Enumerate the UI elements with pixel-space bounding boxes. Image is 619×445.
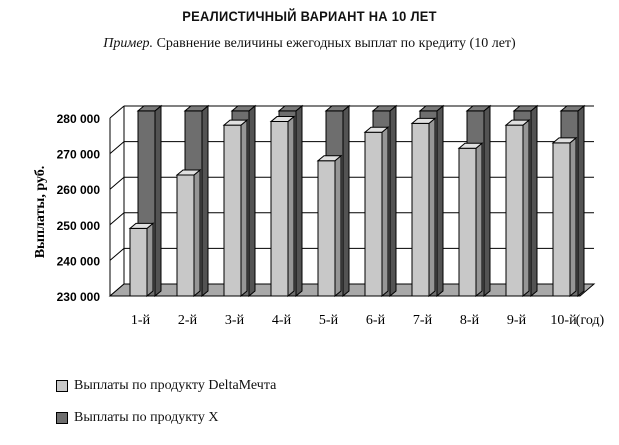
bar-deltamechta — [128, 222, 155, 298]
gridline-side — [109, 248, 125, 261]
y-tick-label: 270 000 — [57, 148, 101, 162]
bar-deltamechta — [457, 142, 484, 298]
bar-deltamechta — [175, 168, 202, 298]
bar-deltamechta — [269, 115, 296, 298]
x-tick-label: 10-й — [550, 313, 577, 328]
gridline-side — [109, 105, 125, 119]
y-tick-label: 250 000 — [57, 219, 101, 233]
y-tick-label: 260 000 — [57, 183, 101, 197]
gridline-side — [109, 176, 125, 190]
bar-deltamechta — [222, 119, 249, 298]
gridline-side — [109, 141, 125, 154]
x-axis-label: (год) — [576, 313, 605, 328]
gridline-side — [109, 212, 125, 226]
legend-item-product-x: Выплаты по продукту X — [56, 410, 218, 426]
y-tick-label: 280 000 — [57, 112, 101, 126]
y-axis-label: Выплаты, руб. — [33, 166, 48, 259]
x-tick-label: 7-й — [413, 313, 433, 328]
x-tick-label: 6-й — [366, 313, 386, 328]
legend-swatch-deltamechta — [56, 380, 68, 392]
bar-deltamechta — [410, 117, 437, 298]
x-tick-label: 8-й — [460, 313, 480, 328]
legend-swatch-product-x — [56, 412, 68, 424]
bar-deltamechta — [551, 136, 578, 298]
x-tick-label: 2-й — [178, 313, 198, 328]
x-tick-label: 3-й — [225, 313, 245, 328]
bar-deltamechta — [504, 119, 531, 298]
legend-item-deltamechta: Выплаты по продукту DeltaМечта — [56, 378, 276, 394]
x-tick-label: 9-й — [507, 313, 527, 328]
subtitle-prefix: Пример. — [103, 36, 154, 51]
y-tick-label: 230 000 — [57, 290, 101, 304]
chart-subtitle: Пример. Сравнение величины ежегодных вып… — [0, 36, 619, 52]
legend-label-deltamechta: Выплаты по продукту DeltaМечта — [74, 378, 277, 393]
chart-title: РЕАЛИСТИЧНЫЙ ВАРИАНТ НА 10 ЛЕТ — [182, 8, 437, 24]
bar-deltamechta — [316, 154, 343, 298]
subtitle-text: Сравнение величины ежегодных выплат по к… — [156, 36, 516, 51]
y-tick-label: 240 000 — [57, 254, 101, 268]
x-tick-label: 5-й — [319, 313, 339, 328]
x-tick-label: 1-й — [131, 313, 151, 328]
legend-label-product-x: Выплаты по продукту X — [74, 410, 219, 425]
x-tick-label: 4-й — [272, 313, 292, 328]
bar-deltamechta — [363, 126, 390, 298]
